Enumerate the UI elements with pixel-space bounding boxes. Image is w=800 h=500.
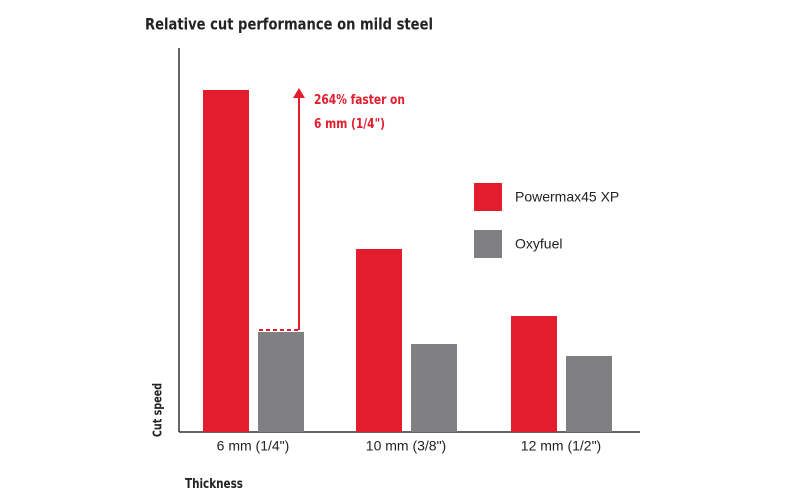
annotation-text: 6 mm (1/4") <box>314 116 385 131</box>
x-axis-label: Thickness <box>185 476 243 491</box>
annotation-text: 264% faster on <box>314 92 405 107</box>
legend-label: Powermax45 XP <box>515 189 619 205</box>
bar <box>356 249 402 432</box>
y-axis-label: Cut speed <box>150 383 164 437</box>
legend-label: Oxyfuel <box>515 236 562 252</box>
legend-swatch <box>474 230 502 258</box>
bar <box>566 356 612 432</box>
x-tick-label: 6 mm (1/4") <box>217 438 290 454</box>
x-tick-label: 12 mm (1/2") <box>521 438 601 454</box>
x-tick-label: 10 mm (3/8") <box>366 438 446 454</box>
bar <box>203 90 249 432</box>
arrow-head <box>293 88 305 98</box>
bar <box>258 332 304 432</box>
bar <box>511 316 557 432</box>
bar <box>411 344 457 432</box>
legend-swatch <box>474 183 502 211</box>
chart-title: Relative cut performance on mild steel <box>145 15 433 34</box>
